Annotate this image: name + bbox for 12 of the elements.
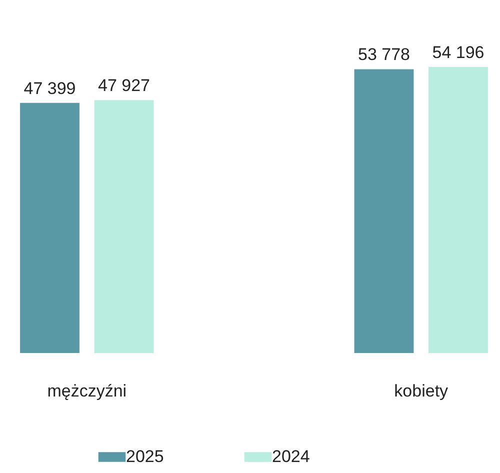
legend-label: 2024 [272,447,310,466]
bar [20,102,80,353]
data-label: 54 196 [432,43,484,62]
data-label: 47 399 [24,78,76,98]
x-tick-label: kobiety [394,382,449,400]
bar [94,100,154,353]
x-tick-label: mężczyźni [47,382,127,400]
data-label: 47 927 [98,76,150,96]
bar [428,67,488,353]
data-label: 53 778 [358,45,410,64]
bar [354,69,414,353]
legend-label: 2025 [126,447,164,466]
